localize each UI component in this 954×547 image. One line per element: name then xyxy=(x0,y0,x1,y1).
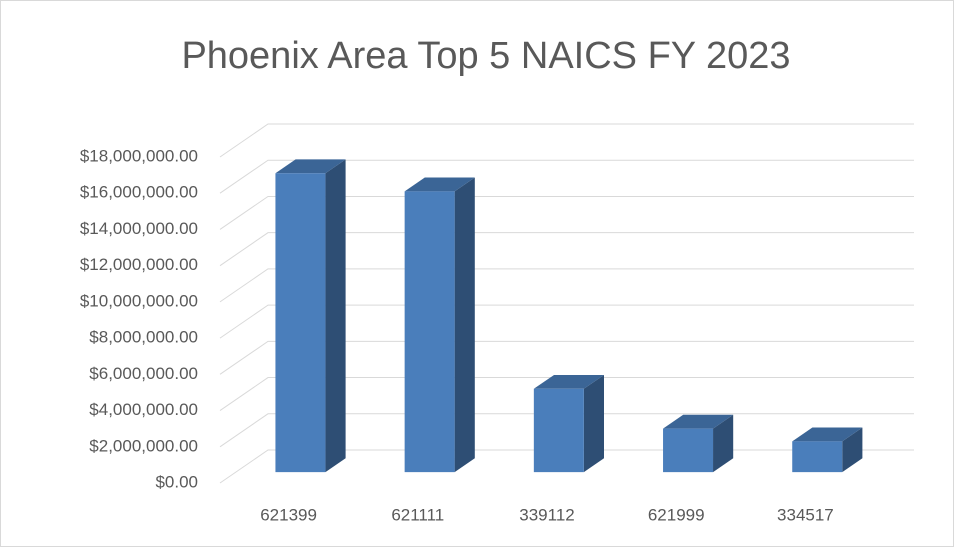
bar xyxy=(404,177,475,473)
bar-top xyxy=(663,414,734,429)
y-tick-label: $2,000,000.00 xyxy=(89,436,198,455)
bar-top xyxy=(404,177,475,192)
y-tick-label: $18,000,000.00 xyxy=(80,146,198,165)
y-tick-label: $10,000,000.00 xyxy=(80,291,198,310)
grid-line xyxy=(219,377,914,411)
chart-title: Phoenix Area Top 5 NAICS FY 2023 xyxy=(181,35,790,77)
y-tick-label: $16,000,000.00 xyxy=(80,183,198,202)
y-tick-label: $8,000,000.00 xyxy=(89,328,198,347)
x-tick-label: 621399 xyxy=(260,505,317,524)
bar-side xyxy=(583,374,604,473)
bar-side xyxy=(325,159,346,473)
bar xyxy=(792,427,863,473)
bar-top xyxy=(792,427,863,442)
bar-side xyxy=(713,414,734,473)
bar-front xyxy=(792,441,843,473)
y-tick-label: $12,000,000.00 xyxy=(80,255,198,274)
y-tick-label: $4,000,000.00 xyxy=(89,400,198,419)
x-tick-label: 334517 xyxy=(777,505,834,524)
bar-front xyxy=(275,173,326,473)
bar xyxy=(275,159,346,473)
grid-line xyxy=(219,159,914,194)
grid-line xyxy=(219,195,914,230)
grid-line xyxy=(219,340,914,375)
y-tick-label: $0.00 xyxy=(155,472,198,491)
x-tick-label: 339112 xyxy=(519,505,574,524)
bar-top xyxy=(275,159,346,174)
bar-front xyxy=(404,191,455,473)
x-tick-label: 621999 xyxy=(648,505,705,524)
bar-side xyxy=(454,177,475,473)
y-tick-label: $6,000,000.00 xyxy=(89,364,198,383)
y-tick-label: $14,000,000.00 xyxy=(80,219,198,238)
bar-top xyxy=(533,374,604,389)
bar-front xyxy=(663,428,714,473)
grid-line xyxy=(219,413,914,448)
x-tick-label: 621111 xyxy=(391,505,444,524)
grid-line xyxy=(219,268,914,303)
grid-line xyxy=(219,232,914,267)
bar-front xyxy=(533,388,584,473)
grid-line xyxy=(219,123,914,158)
bar xyxy=(533,374,604,473)
bar xyxy=(663,414,734,473)
bar-side xyxy=(842,427,863,473)
grid-line xyxy=(219,304,914,339)
